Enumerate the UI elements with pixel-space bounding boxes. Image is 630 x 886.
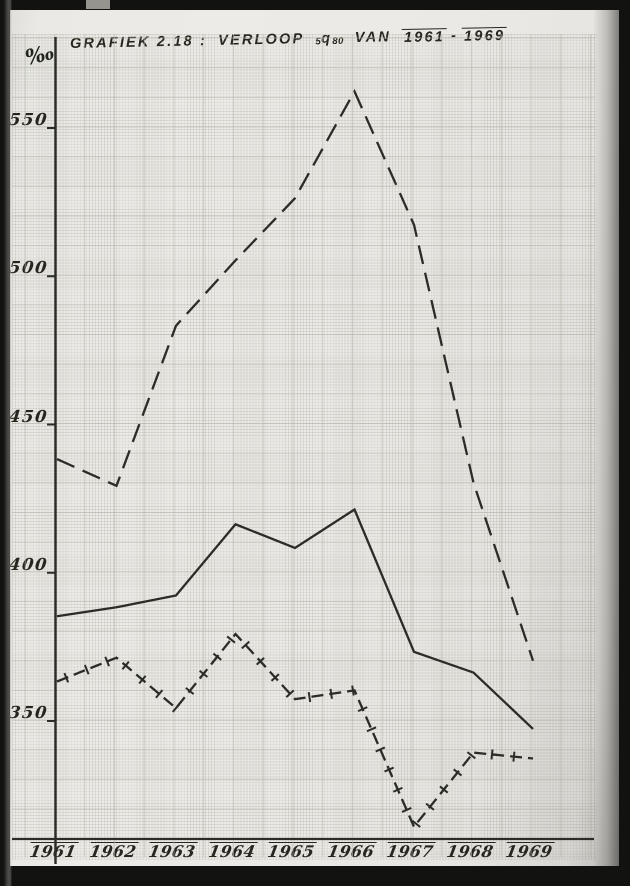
series-upper-curve-long-dash — [56, 88, 535, 662]
photo-border-notch — [86, 0, 110, 9]
graph-paper-fine-grid — [12, 34, 597, 860]
photo-border-left — [0, 0, 12, 886]
graph-paper-sheet — [10, 10, 619, 866]
page-fold-shadow — [593, 10, 619, 866]
photo-border-top — [0, 0, 630, 10]
photo-border-bottom — [0, 866, 630, 886]
series-lower-curve-dash-cross — [56, 632, 534, 829]
series-middle-curve-solid — [56, 507, 534, 730]
photo-border-right — [619, 0, 630, 886]
